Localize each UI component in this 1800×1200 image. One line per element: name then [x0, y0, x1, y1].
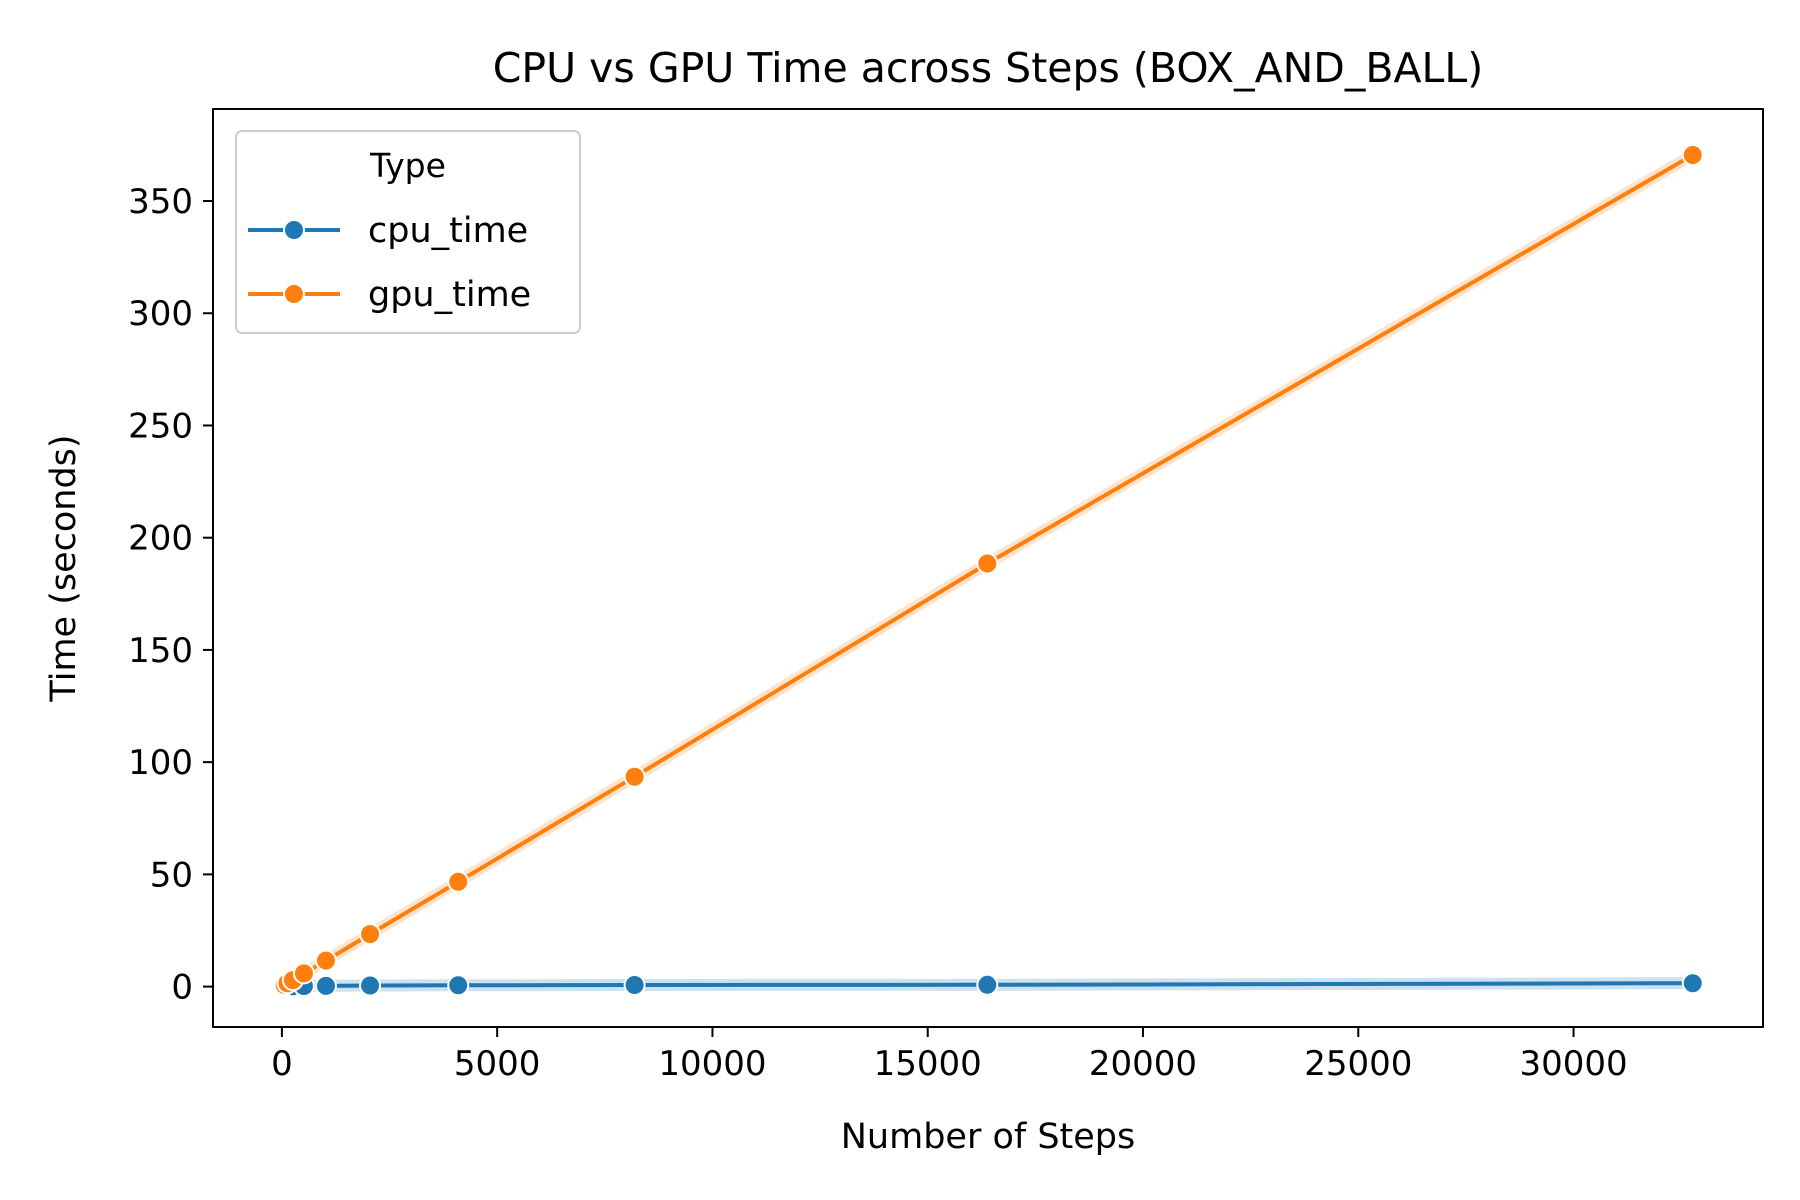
y-axis-label: Time (seconds)	[44, 434, 84, 702]
y-tick-label: 100	[128, 743, 193, 783]
x-axis-label: Number of Steps	[841, 1117, 1136, 1157]
legend-marker-gpu	[283, 283, 305, 305]
legend-label-cpu: cpu_time	[368, 211, 528, 251]
legend-marker-cpu	[283, 219, 305, 241]
y-tick-label: 150	[128, 631, 193, 671]
x-tick-label: 30000	[1519, 1044, 1627, 1084]
legend: Type cpu_time gpu_time	[235, 130, 581, 334]
x-tick-label: 5000	[454, 1044, 541, 1084]
plot-frame	[212, 108, 1764, 1028]
data-point-gpu_time	[447, 870, 470, 893]
data-point-gpu_time	[976, 552, 999, 575]
data-point-gpu_time	[1681, 144, 1704, 167]
data-point-cpu_time	[447, 974, 470, 997]
data-point-gpu_time	[623, 765, 646, 788]
data-point-cpu_time	[976, 973, 999, 996]
x-tick-label: 25000	[1304, 1044, 1412, 1084]
y-tick-label: 300	[128, 294, 193, 334]
x-tick-label: 0	[271, 1044, 293, 1084]
y-tick-label: 250	[128, 406, 193, 446]
legend-box	[235, 130, 581, 334]
chart-title: CPU vs GPU Time across Steps (BOX_AND_BA…	[493, 44, 1483, 92]
data-point-cpu_time	[623, 974, 646, 997]
legend-title: Type	[369, 146, 446, 185]
axis-ticks: 0 5000 10000 15000 20000 25000 30000 0 50 100 150 2…	[128, 182, 1628, 1084]
data-point-gpu_time	[292, 962, 315, 985]
series-layer	[273, 144, 1704, 998]
y-tick-label: 50	[150, 855, 193, 895]
data-point-gpu_time	[314, 949, 337, 972]
data-point-cpu_time	[314, 974, 337, 997]
x-tick-label: 20000	[1089, 1044, 1197, 1084]
y-tick-label: 350	[128, 182, 193, 222]
x-tick-label: 10000	[658, 1044, 766, 1084]
x-tick-label: 15000	[874, 1044, 982, 1084]
data-point-cpu_time	[1681, 972, 1704, 995]
y-tick-label: 0	[171, 968, 193, 1008]
data-point-gpu_time	[359, 923, 382, 946]
legend-label-gpu: gpu_time	[368, 275, 531, 315]
y-tick-label: 200	[128, 519, 193, 559]
data-point-cpu_time	[359, 974, 382, 997]
